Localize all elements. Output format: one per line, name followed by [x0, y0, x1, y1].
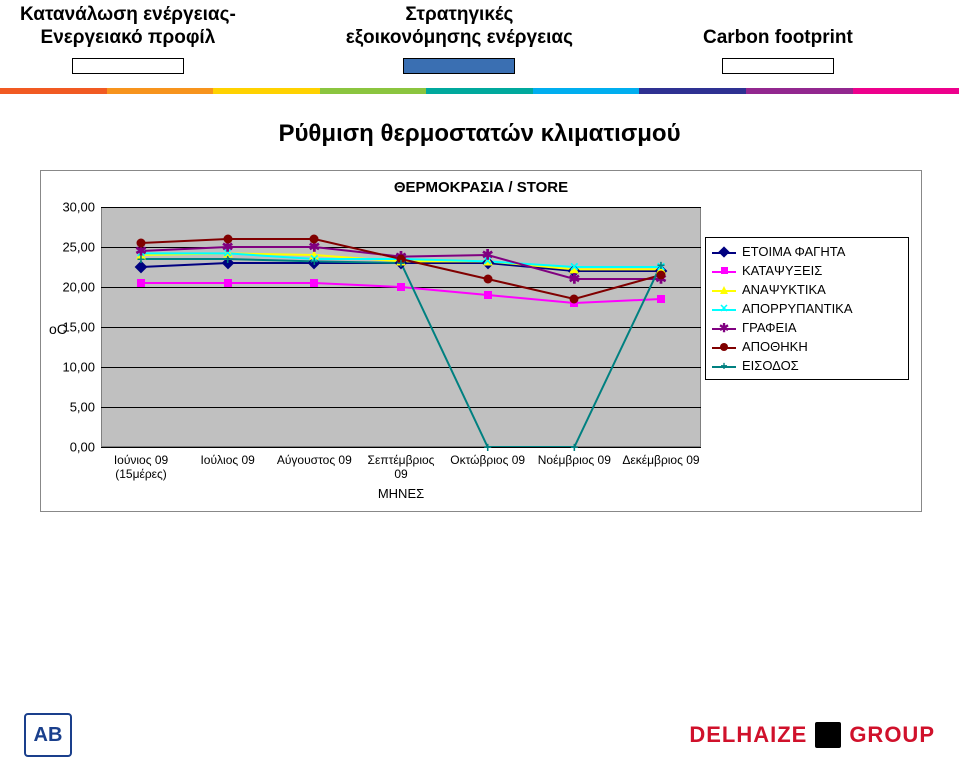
legend-item: ΕΤΟΙΜΑ ΦΑΓΗΤΑ — [712, 242, 902, 261]
legend-swatch — [712, 341, 736, 353]
data-point: ✱ — [482, 247, 494, 264]
color-segment — [746, 88, 853, 94]
tab-label: Στρατηγικέςεξοικονόμησης ενέργειας — [346, 4, 573, 50]
legend-item: ΚΑΤΑΨΥΞΕΙΣ — [712, 261, 902, 280]
data-point: + — [397, 255, 405, 271]
data-point — [484, 291, 492, 299]
page-root: Κατανάλωση ενέργειας-Ενεργειακό προφίλ Σ… — [0, 0, 959, 773]
data-point: + — [137, 251, 145, 267]
tab-indicator-active[interactable] — [403, 58, 515, 74]
plot-area: 0,005,0010,0015,0020,0025,0030,00Ιούνιος… — [101, 207, 701, 447]
tab-label: Carbon footprint — [703, 4, 853, 50]
x-axis-label: ΜΗΝΕΣ — [101, 486, 701, 501]
data-point: ✱ — [568, 271, 580, 288]
data-point — [570, 295, 579, 304]
footer: AB DELHAIZE GROUP — [0, 713, 959, 757]
color-segment — [107, 88, 214, 94]
y-tick-label: 20,00 — [45, 280, 101, 295]
data-point — [137, 239, 146, 248]
y-tick-label: 0,00 — [45, 440, 101, 455]
tab-energy-profile: Κατανάλωση ενέργειας-Ενεργειακό προφίλ — [20, 4, 236, 58]
color-segment — [533, 88, 640, 94]
data-point — [483, 275, 492, 284]
page-title: Ρύθμιση θερμοστατών κλιματισμού — [0, 120, 959, 148]
tab-indicator[interactable] — [72, 58, 184, 74]
color-segment — [853, 88, 959, 94]
x-tick-label: Ιούνιος 09 (15μέρες) — [101, 453, 181, 481]
chart-lines-svg — [101, 207, 701, 447]
chart-container: ΘΕΡΜΟΚΡΑΣΙΑ / STORE oC 0,005,0010,0015,0… — [40, 170, 922, 512]
x-tick-label: Ιούλιος 09 — [188, 453, 268, 467]
color-bar — [0, 88, 959, 94]
color-segment — [639, 88, 746, 94]
data-point — [310, 279, 318, 287]
data-point: + — [657, 257, 665, 273]
legend-label: ΑΠΟΡΡΥΠΑΝΤΙΚΑ — [742, 301, 853, 316]
legend-label: ΚΑΤΑΨΥΞΕΙΣ — [742, 263, 822, 278]
logo-delhaize: DELHAIZE GROUP — [689, 722, 935, 748]
lion-icon — [815, 722, 841, 748]
chart-legend: ΕΤΟΙΜΑ ΦΑΓΗΤΑ ΚΑΤΑΨΥΞΕΙΣ ΑΝΑΨΥΚΤΙΚΑ ✕ ΑΠΟΡΡΥ… — [705, 237, 909, 380]
tab-carbon-footprint: Carbon footprint — [703, 4, 853, 58]
legend-label: ΕΤΟΙΜΑ ΦΑΓΗΤΑ — [742, 244, 845, 259]
legend-item: ΑΝΑΨΥΚΤΙΚΑ — [712, 280, 902, 299]
data-point — [137, 279, 145, 287]
y-tick-label: 10,00 — [45, 360, 101, 375]
logo-group-text: GROUP — [849, 722, 935, 748]
tab-label: Κατανάλωση ενέργειας-Ενεργειακό προφίλ — [20, 4, 236, 50]
legend-label: ΕΙΣΟΔΟΣ — [742, 358, 799, 373]
legend-item: ✕ ΑΠΟΡΡΥΠΑΝΤΙΚΑ — [712, 299, 902, 318]
legend-item: + ΕΙΣΟΔΟΣ — [712, 356, 902, 375]
color-segment — [213, 88, 320, 94]
legend-swatch — [712, 246, 736, 258]
data-point: + — [570, 439, 578, 455]
x-tick-label: Δεκέμβριος 09 — [621, 453, 701, 467]
legend-swatch: + — [712, 360, 736, 372]
data-point: + — [484, 439, 492, 455]
y-tick-label: 5,00 — [45, 400, 101, 415]
data-point — [224, 279, 232, 287]
legend-item: ✱ ΓΡΑΦΕΙΑ — [712, 318, 902, 337]
logo-delhaize-text: DELHAIZE — [689, 722, 807, 748]
x-tick-label: Αύγουστος 09 — [274, 453, 354, 467]
tab-indicator[interactable] — [722, 58, 834, 74]
legend-item: ΑΠΟΘΗΚΗ — [712, 337, 902, 356]
data-point: + — [224, 251, 232, 267]
color-segment — [320, 88, 427, 94]
y-tick-label: 30,00 — [45, 200, 101, 215]
y-tick-label: 15,00 — [45, 320, 101, 335]
color-segment — [426, 88, 533, 94]
data-point — [657, 295, 665, 303]
legend-label: ΓΡΑΦΕΙΑ — [742, 320, 797, 335]
legend-label: ΑΠΟΘΗΚΗ — [742, 339, 808, 354]
tab-strategies: Στρατηγικέςεξοικονόμησης ενέργειας — [346, 4, 573, 58]
chart-inner-title: ΘΕΡΜΟΚΡΑΣΙΑ / STORE — [41, 179, 921, 196]
grid-line — [101, 447, 701, 448]
legend-swatch — [712, 265, 736, 277]
legend-swatch — [712, 284, 736, 296]
legend-label: ΑΝΑΨΥΚΤΙΚΑ — [742, 282, 826, 297]
legend-swatch: ✕ — [712, 303, 736, 315]
data-point — [397, 283, 405, 291]
data-point — [310, 235, 319, 244]
tab-row: Κατανάλωση ενέργειας-Ενεργειακό προφίλ Σ… — [0, 0, 959, 58]
color-segment — [0, 88, 107, 94]
data-point: + — [310, 253, 318, 269]
x-tick-label: Σεπτέμβριος 09 — [361, 453, 441, 481]
data-point — [223, 235, 232, 244]
legend-swatch: ✱ — [712, 322, 736, 334]
x-tick-label: Νοέμβριος 09 — [534, 453, 614, 467]
y-tick-label: 25,00 — [45, 240, 101, 255]
x-tick-label: Οκτώβριος 09 — [448, 453, 528, 467]
logo-ab: AB — [24, 713, 72, 757]
